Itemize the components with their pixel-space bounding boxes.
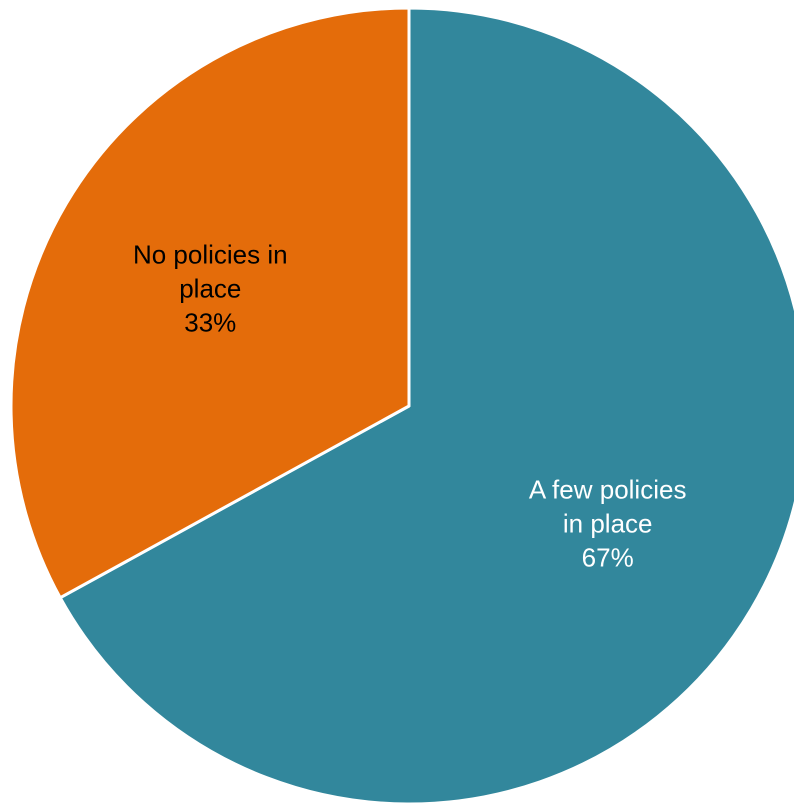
labels-layer: A few policies in place 67% No policies in p… (133, 240, 686, 573)
pie-slice-2 (9, 6, 411, 600)
slice-label-line: A few policies (529, 475, 687, 505)
slice-label-line: No policies in (133, 240, 288, 270)
slice-percent: 67% (582, 543, 634, 573)
slice-label-2: No policies in place 33% (133, 240, 288, 338)
slices-layer (9, 6, 794, 806)
slice-label-line: place (179, 274, 241, 304)
pie-slice-1 (58, 6, 794, 806)
slice-percent: 33% (184, 308, 236, 338)
slice-label-1: A few policies in place 67% (529, 475, 687, 573)
slice-label-line: in place (563, 509, 653, 539)
